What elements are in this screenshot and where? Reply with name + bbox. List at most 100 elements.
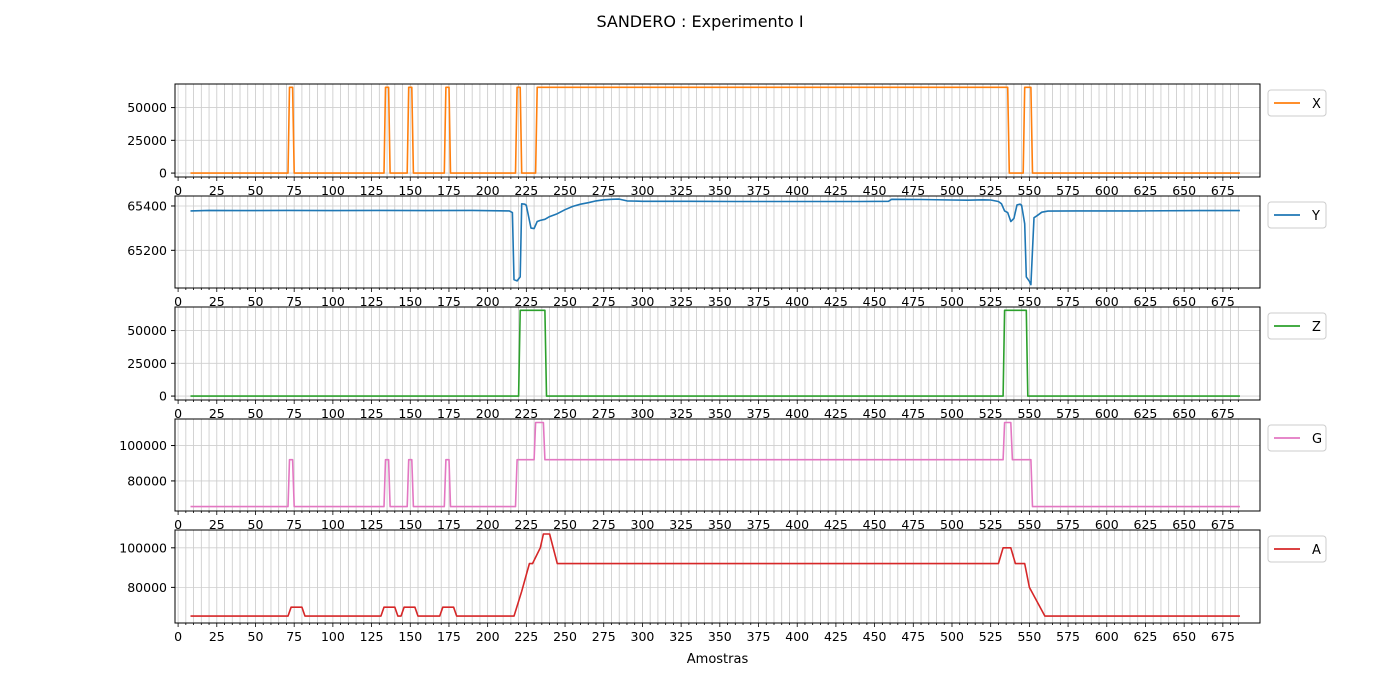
series-line-Y	[190, 198, 1240, 286]
xtick-label: 50	[248, 629, 264, 644]
xtick-label: 325	[669, 517, 693, 532]
xtick-label: 275	[592, 183, 616, 198]
xtick-label: 575	[1056, 294, 1080, 309]
legend-label: Y	[1311, 209, 1320, 224]
xtick-label: 425	[824, 517, 848, 532]
xtick-label: 50	[248, 294, 264, 309]
grid-0	[175, 84, 1260, 177]
xtick-label: 175	[437, 629, 461, 644]
xtick-label: 0	[174, 183, 182, 198]
xtick-label: 550	[1017, 517, 1041, 532]
xtick-label: 675	[1211, 294, 1235, 309]
xtick-label: 375	[747, 183, 771, 198]
legend-1: Y	[1267, 201, 1327, 229]
xtick-label: 175	[437, 517, 461, 532]
ytick-label: 25000	[127, 133, 167, 148]
xtick-label: 125	[360, 517, 384, 532]
xtick-label: 350	[708, 406, 732, 421]
xtick-label: 150	[398, 406, 422, 421]
xtick-label: 175	[437, 183, 461, 198]
xtick-label: 375	[747, 406, 771, 421]
xtick-label: 425	[824, 294, 848, 309]
axes-frame-1	[174, 195, 1261, 289]
series-line-A	[190, 533, 1240, 617]
subplot-1: 65200 65400 0 25 50 75 100 125 150 175 200 225 250 27…	[127, 195, 1327, 309]
xtick-label: 225	[514, 629, 538, 644]
xtick-label: 275	[592, 406, 616, 421]
xtick-label: 200	[476, 183, 500, 198]
xtick-label: 250	[553, 294, 577, 309]
xtick-label: 625	[1134, 629, 1158, 644]
xtick-label: 25	[209, 406, 225, 421]
legend-label: G	[1312, 432, 1322, 447]
subplot-3: 80000 100000 0 25 50 75 100 125 150 175 200 225 250 2…	[119, 418, 1327, 532]
xtick-label: 75	[286, 183, 302, 198]
xtick-label: 375	[747, 517, 771, 532]
xtick-label: 125	[360, 406, 384, 421]
xtick-label: 625	[1134, 294, 1158, 309]
xtick-label: 100	[321, 183, 345, 198]
xtick-label: 550	[1017, 294, 1041, 309]
xtick-label: 450	[863, 183, 887, 198]
xtick-label: 175	[437, 406, 461, 421]
xtick-label: 100	[321, 629, 345, 644]
xtick-label: 275	[592, 294, 616, 309]
xtick-label: 275	[592, 517, 616, 532]
xtick-label: 475	[901, 629, 925, 644]
xtick-label: 225	[514, 517, 538, 532]
xtick-label: 650	[1172, 629, 1196, 644]
axes-frame-3	[174, 418, 1261, 512]
xtick-label: 325	[669, 183, 693, 198]
xtick-label: 575	[1056, 517, 1080, 532]
xtick-label: 100	[321, 406, 345, 421]
xtick-label: 25	[209, 629, 225, 644]
xtick-label: 150	[398, 517, 422, 532]
legend-2: Z	[1267, 312, 1327, 340]
ytick-label: 65200	[127, 243, 167, 258]
grid-2	[175, 307, 1260, 400]
xtick-label: 75	[286, 517, 302, 532]
xtick-label: 500	[940, 294, 964, 309]
xtick-label: 50	[248, 183, 264, 198]
xtick-label: 325	[669, 294, 693, 309]
xtick-label: 475	[901, 294, 925, 309]
subplot-4: 80000 100000 0 25 50 75 100 125 150 175 200 225 250 2…	[119, 529, 1327, 667]
legend-0: X	[1267, 89, 1327, 117]
xtick-label: 300	[631, 406, 655, 421]
xtick-label: 650	[1172, 517, 1196, 532]
legend-4: A	[1267, 535, 1327, 563]
xtick-label: 125	[360, 629, 384, 644]
xtick-label: 675	[1211, 406, 1235, 421]
xtick-label: 150	[398, 183, 422, 198]
xtick-label: 200	[476, 629, 500, 644]
xtick-label: 575	[1056, 406, 1080, 421]
ytick-label: 0	[159, 166, 167, 181]
xtick-label: 350	[708, 294, 732, 309]
xtick-label: 600	[1095, 406, 1119, 421]
xtick-label: 625	[1134, 406, 1158, 421]
xtick-label: 75	[286, 294, 302, 309]
xtick-label: 575	[1056, 183, 1080, 198]
xtick-label: 300	[631, 294, 655, 309]
xtick-label: 25	[209, 517, 225, 532]
xtick-label: 150	[398, 629, 422, 644]
xtick-label: 225	[514, 294, 538, 309]
subplot-2: 0 25000 50000 0 25 50 75 100 125 150 175 200 225 250 2…	[127, 306, 1327, 421]
ytick-label: 100000	[119, 540, 167, 555]
xtick-label: 625	[1134, 517, 1158, 532]
xtick-label: 175	[437, 294, 461, 309]
xtick-label: 25	[209, 183, 225, 198]
xtick-label: 275	[592, 629, 616, 644]
xtick-label: 400	[785, 629, 809, 644]
xtick-label: 400	[785, 183, 809, 198]
xtick-label: 450	[863, 629, 887, 644]
series-line-X	[190, 86, 1240, 174]
axes-frame-2	[174, 306, 1261, 401]
xtick-label: 0	[174, 629, 182, 644]
xtick-label: 250	[553, 517, 577, 532]
xtick-label: 475	[901, 517, 925, 532]
xtick-label: 550	[1017, 183, 1041, 198]
xtick-label: 625	[1134, 183, 1158, 198]
xtick-label: 600	[1095, 294, 1119, 309]
